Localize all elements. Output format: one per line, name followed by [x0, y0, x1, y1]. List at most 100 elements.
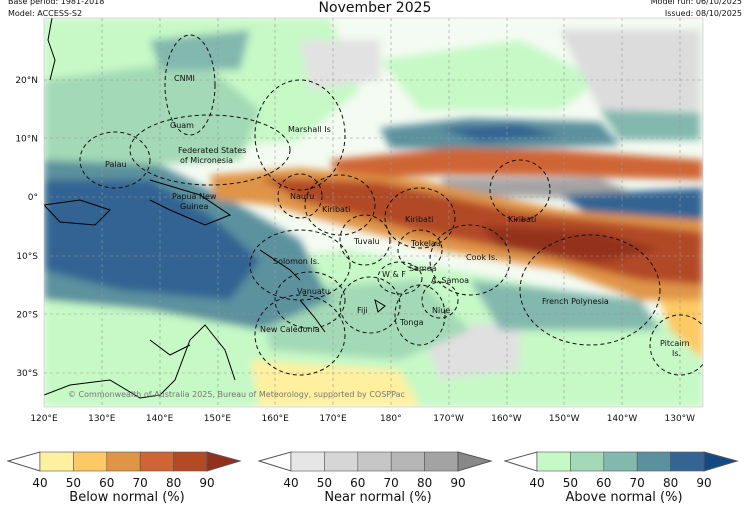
lat-tick-label: 30°S	[16, 369, 38, 379]
legend-tick: 70	[630, 476, 645, 490]
label-cook: Cook Is.	[466, 253, 498, 262]
label-fsm: of Micronesia	[180, 156, 233, 165]
label-png: Papua New	[172, 192, 217, 201]
label-kiribati: Kiribati	[322, 205, 350, 214]
label-tuvalu: Tuvalu	[353, 237, 380, 246]
legend-tick: 50	[66, 476, 81, 490]
lon-tick-label: 130°W	[665, 414, 696, 424]
longitude-ticks: 120°E 130°E 140°E 150°E 160°E 170°E 180° 170°W 1…	[30, 414, 695, 424]
label-cnmi: CNMI	[174, 74, 195, 83]
legend-title: Above normal (%)	[565, 490, 683, 505]
lat-tick-label: 20°S	[16, 310, 38, 320]
latitude-ticks: 20°N 10°N 0° 10°S 20°S 30°S	[15, 76, 38, 379]
legend-tick: 90	[696, 476, 711, 490]
legend-colorbar: 40 50 60 70 80 90	[258, 451, 493, 490]
label-kiribati: Kiribati	[508, 215, 536, 224]
label-nauru: Nauru	[290, 192, 314, 201]
legend-title: Near normal (%)	[324, 490, 432, 505]
lon-tick-label: 180°	[380, 414, 402, 424]
lat-tick-label: 0°	[28, 193, 38, 203]
legend-swatch	[390, 451, 425, 472]
label-tokelau: Tokelau	[410, 239, 441, 248]
legend-tick: 60	[99, 476, 114, 490]
legend-swatch	[670, 451, 705, 472]
outlook-map: CNMI Guam Marshall Is Palau Federated St…	[15, 17, 704, 424]
model-name: Model: ACCESS-S2	[8, 9, 83, 18]
over-arrow	[206, 451, 242, 472]
label-fiji: Fiji	[357, 306, 368, 315]
legend-tick: 50	[317, 476, 332, 490]
legend-tick: 40	[32, 476, 47, 490]
under-arrow	[258, 451, 292, 472]
copyright-note: © Commonwealth of Australia 2025, Bureau…	[68, 390, 405, 399]
legend-swatch	[139, 451, 174, 472]
legend-colorbar: 40 50 60 70 80 90	[504, 451, 739, 490]
graticule	[44, 18, 703, 407]
legend-swatch	[357, 451, 392, 472]
label-samoa: Samoa	[409, 264, 437, 273]
legend-tick: 50	[563, 476, 578, 490]
model-run: Model run: 06/10/2025	[650, 0, 742, 6]
label-marshall: Marshall Is	[288, 125, 331, 134]
legend-swatch	[424, 451, 459, 472]
lon-tick-label: 150°W	[549, 414, 580, 424]
label-solomon: Solomon Is.	[273, 257, 319, 266]
legend-tick: 80	[417, 476, 432, 490]
lon-tick-label: 160°W	[491, 414, 522, 424]
lon-tick-label: 140°E	[146, 414, 174, 424]
legend-swatch	[106, 451, 141, 472]
label-frpoly: French Polynesia	[542, 297, 609, 306]
coastlines	[44, 18, 386, 399]
label-kiribati: Kiribati	[405, 215, 433, 224]
label-tonga: Tonga	[399, 318, 424, 327]
lat-tick-label: 20°N	[15, 76, 38, 86]
over-arrow	[457, 451, 493, 472]
lon-tick-label: 150°E	[204, 414, 232, 424]
eez-boundaries	[79, 34, 703, 376]
legend-swatch	[570, 451, 605, 472]
legend-swatch	[536, 451, 571, 472]
lon-tick-label: 160°E	[262, 414, 290, 424]
over-arrow	[703, 451, 739, 472]
legend-swatch	[39, 451, 74, 472]
lon-tick-label: 170°W	[433, 414, 464, 424]
under-arrow	[7, 451, 41, 472]
probability-field: CNMI Guam Marshall Is Palau Federated St…	[44, 18, 703, 407]
label-wf: W & F	[382, 270, 406, 279]
under-arrow	[504, 451, 538, 472]
legend-swatch	[636, 451, 671, 472]
legend-colorbar: 40 50 60 70 80 90	[7, 451, 242, 490]
label-vanuatu: Vanuatu	[297, 287, 330, 296]
label-pitcairn: Pitcairn	[660, 339, 690, 348]
base-period: Base period: 1981-2018	[8, 0, 105, 6]
legend-tick: 80	[663, 476, 678, 490]
lat-tick-label: 10°S	[16, 252, 38, 262]
label-png: Guinea	[180, 202, 208, 211]
label-pitcairn: Is.	[672, 349, 681, 358]
lon-tick-label: 170°E	[319, 414, 347, 424]
legend-tick: 80	[166, 476, 181, 490]
issued-date: Issued: 08/10/2025	[664, 9, 742, 18]
lon-tick-label: 130°E	[88, 414, 116, 424]
legend-tick: 40	[283, 476, 298, 490]
legend-tick: 40	[529, 476, 544, 490]
legend-swatch	[173, 451, 208, 472]
legend-swatch	[290, 451, 325, 472]
label-asamoa: A. Samoa	[431, 276, 469, 285]
legend-tick: 90	[199, 476, 214, 490]
lon-tick-label: 140°W	[607, 414, 638, 424]
label-palau: Palau	[105, 160, 127, 169]
label-fsm: Federated States	[178, 146, 246, 155]
legend-tick: 60	[596, 476, 611, 490]
legend-tick: 60	[350, 476, 365, 490]
map-title: November 2025	[318, 0, 432, 16]
legend-title: Below normal (%)	[69, 490, 185, 505]
territory-labels: CNMI Guam Marshall Is Palau Federated St…	[105, 74, 690, 358]
legend-swatch	[324, 451, 359, 472]
legend-swatch	[73, 451, 108, 472]
legend-swatch	[603, 451, 638, 472]
legend-tick: 70	[384, 476, 399, 490]
lat-tick-label: 10°N	[15, 135, 38, 145]
legend-tick: 90	[450, 476, 465, 490]
lon-tick-label: 120°E	[30, 414, 58, 424]
